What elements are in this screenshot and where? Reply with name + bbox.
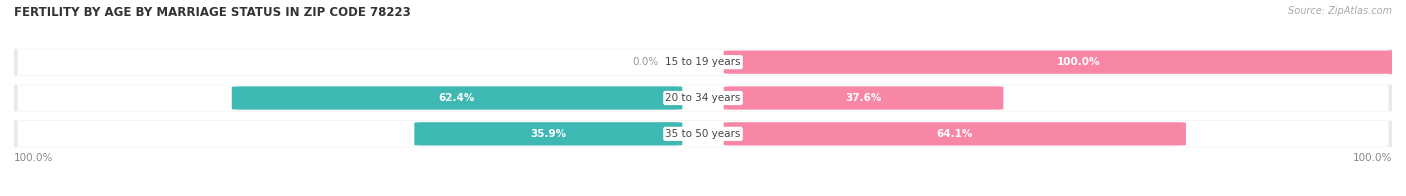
Text: FERTILITY BY AGE BY MARRIAGE STATUS IN ZIP CODE 78223: FERTILITY BY AGE BY MARRIAGE STATUS IN Z…: [14, 6, 411, 19]
FancyBboxPatch shape: [14, 121, 1392, 147]
Text: 62.4%: 62.4%: [439, 93, 475, 103]
FancyBboxPatch shape: [14, 49, 1392, 75]
Text: 37.6%: 37.6%: [845, 93, 882, 103]
Text: 100.0%: 100.0%: [1353, 153, 1392, 163]
Text: 100.0%: 100.0%: [1057, 57, 1101, 67]
Text: 35.9%: 35.9%: [530, 129, 567, 139]
FancyBboxPatch shape: [17, 85, 1389, 111]
Text: 35 to 50 years: 35 to 50 years: [665, 129, 741, 139]
FancyBboxPatch shape: [17, 121, 1389, 147]
FancyBboxPatch shape: [232, 86, 682, 110]
FancyBboxPatch shape: [17, 49, 1389, 75]
FancyBboxPatch shape: [724, 86, 1004, 110]
Text: 64.1%: 64.1%: [936, 129, 973, 139]
Text: 0.0%: 0.0%: [631, 57, 658, 67]
Text: 100.0%: 100.0%: [14, 153, 53, 163]
Text: 15 to 19 years: 15 to 19 years: [665, 57, 741, 67]
FancyBboxPatch shape: [724, 51, 1406, 74]
Text: 20 to 34 years: 20 to 34 years: [665, 93, 741, 103]
FancyBboxPatch shape: [724, 122, 1185, 145]
FancyBboxPatch shape: [415, 122, 682, 145]
Text: Source: ZipAtlas.com: Source: ZipAtlas.com: [1288, 6, 1392, 16]
FancyBboxPatch shape: [14, 85, 1392, 111]
